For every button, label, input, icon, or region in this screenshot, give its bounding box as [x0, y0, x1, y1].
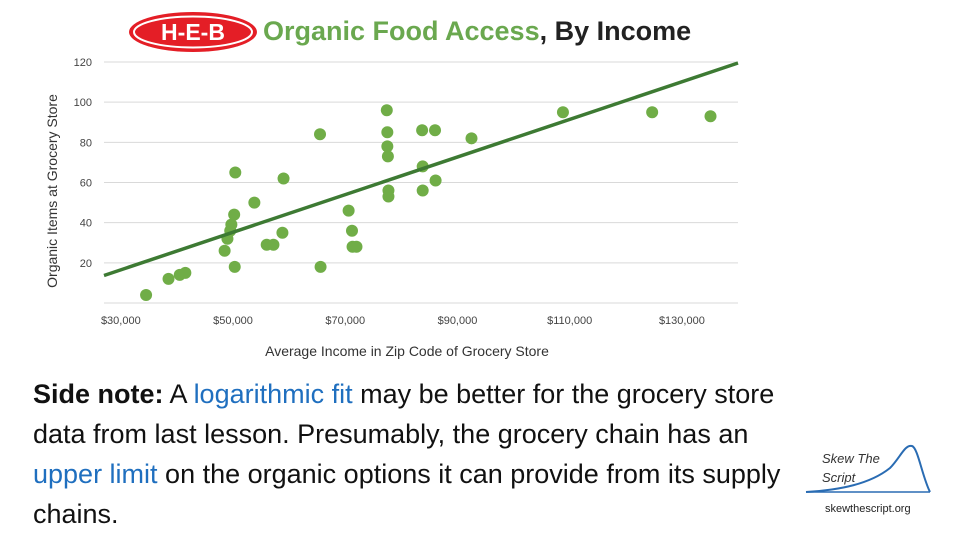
scatter-chart: 20 40 60 80 100 120 $30,000 $50,000 $70,000 $90,… [44, 57, 739, 359]
heb-logo: H-E-B [129, 12, 257, 52]
x-tick-label: $130,000 [659, 315, 705, 327]
y-tick-label: 120 [74, 57, 92, 69]
note-text-1: A [163, 379, 194, 409]
x-tick-label: $30,000 [101, 315, 141, 327]
y-tick-label: 40 [80, 218, 92, 230]
x-tick-label: $50,000 [213, 315, 253, 327]
data-point [416, 184, 429, 197]
data-point [276, 226, 289, 239]
grid-lines [104, 61, 738, 264]
data-point [314, 128, 327, 141]
x-tick-labels: $30,000 $50,000 $70,000 $90,000 $110,000 $130… [101, 315, 705, 327]
data-point [704, 110, 717, 123]
data-point [277, 172, 290, 185]
data-point [229, 166, 242, 179]
data-point [162, 272, 175, 285]
y-tick-label: 80 [80, 137, 92, 149]
data-point [381, 140, 394, 153]
data-point [179, 266, 192, 279]
data-point [556, 106, 569, 119]
x-tick-label: $70,000 [325, 315, 365, 327]
data-point [140, 288, 153, 301]
title-accent: Organic Food Access [263, 16, 540, 46]
brand-url: skewthescript.org [825, 503, 911, 515]
data-point [218, 244, 231, 257]
data-point [416, 124, 429, 137]
data-point [429, 174, 442, 187]
data-point [248, 196, 261, 209]
note-highlight-upper-limit: upper limit [33, 459, 158, 489]
data-point [380, 104, 393, 117]
data-point [381, 150, 394, 163]
data-point [646, 106, 659, 119]
data-point [225, 218, 238, 231]
y-tick-label: 20 [80, 258, 92, 270]
data-points [140, 104, 717, 301]
trendline-layer [103, 61, 739, 278]
y-tick-label: 100 [74, 97, 92, 109]
y-tick-labels: 20 40 60 80 100 120 [74, 57, 92, 270]
data-point [381, 126, 394, 139]
x-tick-label: $90,000 [438, 315, 478, 327]
data-point [345, 224, 358, 237]
data-point [350, 240, 363, 253]
note-text-2: may be better for the grocery store data… [33, 379, 775, 449]
data-point [465, 132, 478, 145]
note-text-3: on the organic options it can provide fr… [33, 459, 781, 529]
data-point [314, 260, 327, 273]
logo-text: H-E-B [161, 19, 225, 45]
title-rest: , By Income [539, 16, 692, 46]
data-point [342, 204, 355, 217]
x-tick-label: $110,000 [547, 315, 592, 327]
data-point [382, 190, 395, 203]
skew-curve-icon [805, 444, 931, 493]
x-axis-label: Average Income in Zip Code of Grocery St… [265, 343, 549, 359]
side-note: Side note: A logarithmic fit may be bett… [33, 374, 793, 534]
data-point [228, 260, 241, 273]
trendline [103, 61, 739, 278]
brand-name: Skew The Script [822, 451, 880, 485]
note-lead: Side note: [33, 379, 164, 409]
y-tick-label: 60 [80, 178, 92, 190]
data-point [267, 238, 280, 251]
data-point [228, 208, 241, 221]
chart-title: Organic Food Access, By Income [263, 16, 691, 47]
y-axis-label: Organic Items at Grocery Store [44, 94, 60, 288]
note-highlight-log-fit: logarithmic fit [193, 379, 353, 409]
data-point [429, 124, 442, 137]
